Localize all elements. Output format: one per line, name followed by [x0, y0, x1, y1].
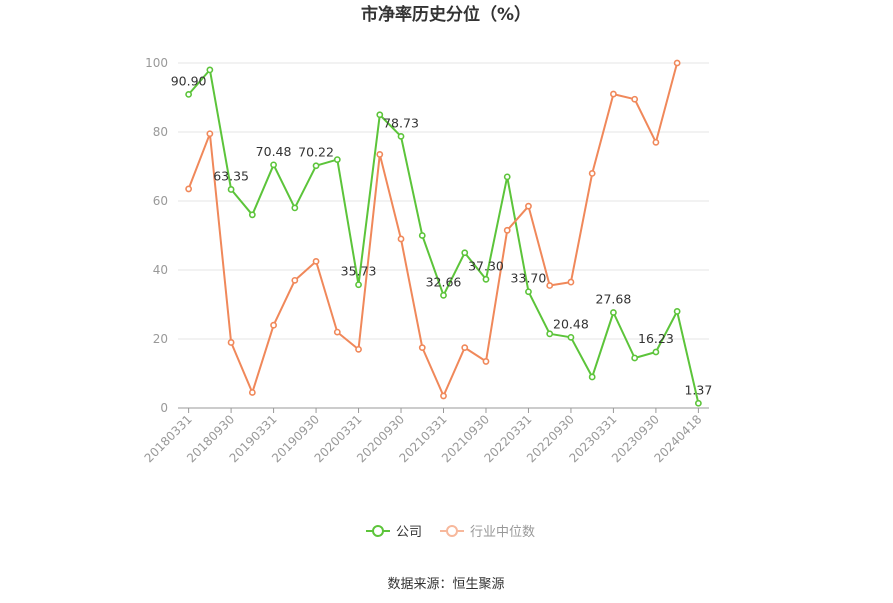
y-tick-label-0: 0: [160, 401, 168, 415]
series-1-point-22: [652, 138, 660, 146]
series-0-point-20: [610, 309, 617, 316]
series-0-point-11: [418, 232, 426, 239]
series-1-point-13: [461, 344, 469, 352]
y-tick-label-2: 40: [153, 263, 168, 277]
series-0-point-2: [227, 186, 235, 193]
series-1-point-2: [227, 339, 235, 346]
series-1-point-3: [248, 389, 256, 396]
series-1-point-16: [525, 202, 532, 210]
data-label-6: 70.22: [298, 145, 334, 160]
series-0-point-13: [461, 249, 469, 257]
series-0-point-18: [567, 333, 575, 341]
series-1-point-10: [397, 235, 405, 243]
series-0-point-4: [270, 161, 277, 169]
series-1-point-4: [270, 321, 277, 329]
series-0-point-6: [312, 162, 320, 170]
series-0-point-3: [248, 211, 256, 219]
series-1-point-18: [567, 278, 575, 286]
series-0-point-1: [206, 66, 214, 74]
data-label-8: 35.73: [341, 264, 377, 279]
data-label-4: 70.48: [256, 144, 292, 159]
series-0-point-8: [355, 281, 362, 289]
series-0-point-16: [525, 288, 532, 296]
data-label-10: 78.73: [383, 115, 419, 130]
series-line-1: [187, 62, 679, 397]
series-0-point-14: [482, 275, 490, 283]
series-0-point-10: [397, 132, 405, 140]
series-1-point-19: [588, 169, 596, 177]
series-1-point-6: [312, 257, 320, 265]
series-1-point-14: [482, 358, 490, 365]
series-1-point-1: [206, 130, 214, 138]
series-1-point-7: [333, 328, 341, 336]
series-1-point-21: [631, 95, 639, 103]
legend-marker-1: [446, 525, 458, 537]
series-layer: [185, 59, 702, 407]
y-tick-label-1: 20: [153, 332, 168, 346]
series-1-point-15: [503, 226, 511, 234]
y-tick-label-5: 100: [145, 56, 168, 70]
data-label-14: 37.30: [468, 258, 504, 273]
series-0-point-21: [631, 354, 639, 362]
label-layer: 90.90 63.35 70.48 70.22 35.73 78.73 32.66 37.30…: [171, 73, 713, 397]
grid-layer: [178, 62, 709, 340]
series-1-point-9: [376, 151, 384, 158]
series-1-point-23: [673, 59, 681, 67]
data-source: 数据来源：恒生聚源: [387, 577, 504, 592]
legend-marker-0: [372, 525, 384, 537]
series-1-point-11: [418, 344, 426, 352]
legend[interactable]: 公司 行业中位数: [366, 525, 535, 540]
series-1-point-8: [355, 345, 362, 353]
series-0-point-22: [652, 348, 660, 356]
data-label-22: 16.23: [638, 331, 674, 346]
series-1-point-12: [440, 392, 447, 400]
data-label-18: 20.48: [553, 316, 589, 331]
series-0-point-7: [333, 156, 341, 163]
chart-title: 市净率历史分位（%）: [361, 4, 531, 25]
data-label-24: 1.37: [684, 382, 712, 397]
data-label-12: 32.66: [426, 274, 462, 289]
series-0-point-19: [588, 373, 596, 381]
series-0-point-12: [440, 291, 447, 299]
legend-label-1: 行业中位数: [470, 525, 535, 540]
series-0-point-5: [291, 204, 299, 212]
data-label-20: 27.68: [596, 292, 632, 307]
data-label-2: 63.35: [213, 168, 249, 183]
series-0-point-24: [694, 399, 702, 407]
series-0-point-15: [503, 173, 511, 181]
series-1-point-20: [610, 90, 617, 98]
legend-label-0: 公司: [396, 525, 422, 540]
series-1-point-17: [546, 282, 554, 289]
series-0-point-23: [673, 307, 681, 315]
series-1-point-0: [185, 185, 193, 193]
series-0-point-0: [185, 90, 193, 98]
axis-layer: 0204060801002018033120180930201903312019…: [142, 56, 709, 465]
series-0-point-17: [546, 330, 554, 338]
y-tick-label-3: 60: [153, 194, 168, 208]
data-label-0: 90.90: [171, 73, 207, 88]
y-tick-label-4: 80: [153, 125, 168, 139]
data-label-16: 33.70: [511, 271, 547, 286]
series-1-point-5: [291, 276, 299, 284]
series-0-point-9: [376, 111, 384, 119]
